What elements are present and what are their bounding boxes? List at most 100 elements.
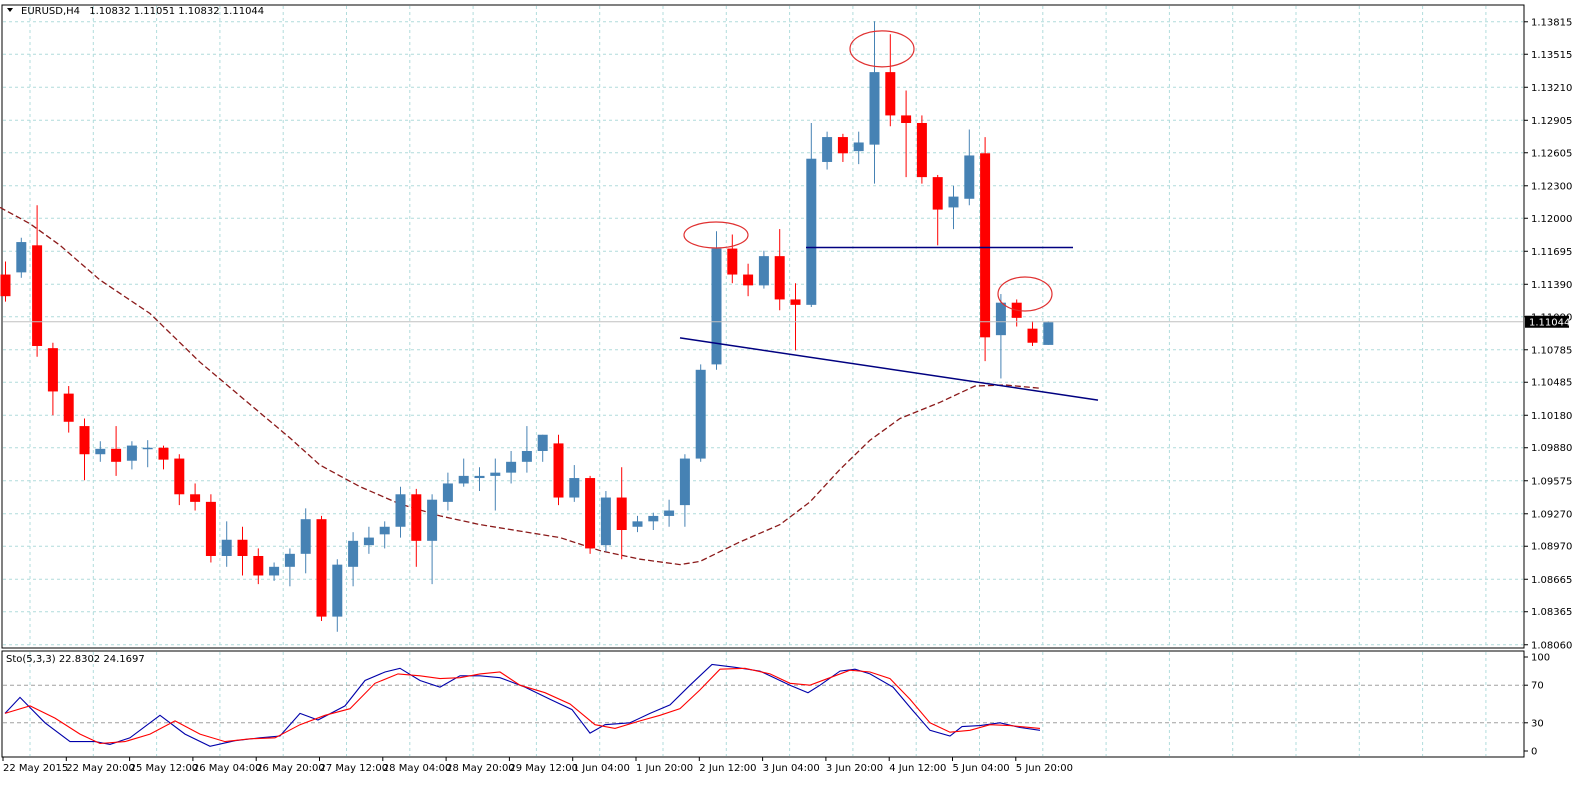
price-tick-label: 1.08970 bbox=[1531, 542, 1572, 553]
candle[interactable] bbox=[63, 386, 74, 433]
candle[interactable] bbox=[774, 229, 785, 311]
highlight-circle[interactable] bbox=[997, 276, 1053, 312]
candle[interactable] bbox=[664, 499, 675, 527]
candle-body bbox=[63, 393, 74, 422]
candle[interactable] bbox=[253, 548, 264, 585]
candle-body bbox=[964, 155, 975, 199]
candle[interactable] bbox=[743, 263, 754, 297]
candle[interactable] bbox=[474, 467, 485, 492]
candle[interactable] bbox=[679, 454, 690, 527]
dropdown-triangle-icon[interactable] bbox=[7, 8, 13, 12]
candle[interactable] bbox=[616, 467, 627, 560]
candle-body bbox=[1043, 322, 1054, 345]
candle-body bbox=[442, 483, 453, 502]
price-tick-label: 1.10180 bbox=[1531, 411, 1572, 422]
candle-body bbox=[221, 539, 232, 556]
candle[interactable] bbox=[995, 294, 1006, 379]
candle[interactable] bbox=[632, 515, 643, 533]
price-tick-label: 1.13815 bbox=[1531, 17, 1572, 28]
candle-body bbox=[458, 475, 469, 484]
candle[interactable] bbox=[47, 342, 58, 416]
candle[interactable] bbox=[190, 483, 201, 511]
candle[interactable] bbox=[316, 515, 327, 621]
candle[interactable] bbox=[442, 472, 453, 511]
candle[interactable] bbox=[964, 129, 975, 206]
candle[interactable] bbox=[980, 137, 991, 362]
candle[interactable] bbox=[269, 562, 280, 581]
candle[interactable] bbox=[585, 475, 596, 554]
candle[interactable] bbox=[837, 133, 848, 162]
candle[interactable] bbox=[822, 131, 833, 170]
stochastic-signal-line bbox=[4, 667, 1041, 745]
candle[interactable] bbox=[126, 441, 137, 470]
candle[interactable] bbox=[537, 434, 548, 462]
candle[interactable] bbox=[111, 426, 122, 476]
candle[interactable] bbox=[569, 465, 580, 502]
candle-body bbox=[142, 447, 153, 450]
candle[interactable] bbox=[727, 234, 738, 284]
candle[interactable] bbox=[16, 237, 27, 278]
stochastic-panel-frame bbox=[1, 650, 1525, 758]
candle-body bbox=[743, 274, 754, 286]
stochastic-panel[interactable] bbox=[1, 650, 1525, 758]
candle[interactable] bbox=[695, 364, 706, 462]
candle[interactable] bbox=[32, 205, 43, 357]
candle[interactable] bbox=[521, 426, 532, 473]
candle-body bbox=[490, 472, 501, 476]
candle[interactable] bbox=[427, 494, 438, 585]
candle[interactable] bbox=[411, 488, 422, 567]
candle[interactable] bbox=[174, 454, 185, 506]
candle[interactable] bbox=[506, 450, 517, 484]
candle[interactable] bbox=[790, 283, 801, 351]
candle[interactable] bbox=[95, 441, 106, 462]
candle-body bbox=[47, 348, 58, 392]
candle[interactable] bbox=[869, 21, 880, 184]
price-tick-label: 1.08365 bbox=[1531, 607, 1572, 618]
candle[interactable] bbox=[332, 559, 343, 632]
candle[interactable] bbox=[458, 458, 469, 487]
highlight-circle[interactable] bbox=[849, 30, 915, 68]
candle[interactable] bbox=[142, 440, 153, 468]
candle[interactable] bbox=[711, 231, 722, 370]
candle[interactable] bbox=[853, 131, 864, 165]
candle[interactable] bbox=[901, 90, 912, 178]
candle[interactable] bbox=[885, 34, 896, 127]
candle[interactable] bbox=[490, 458, 501, 511]
candle[interactable] bbox=[237, 526, 248, 576]
candle-body bbox=[205, 501, 216, 556]
time-tick-label: 26 May 20:00 bbox=[256, 763, 325, 774]
time-tick-label: 5 Jun 04:00 bbox=[953, 763, 1010, 774]
trend-line[interactable] bbox=[679, 337, 1099, 401]
candle[interactable] bbox=[916, 115, 927, 184]
candle[interactable] bbox=[205, 494, 216, 563]
candle-body bbox=[679, 458, 690, 506]
candle[interactable] bbox=[284, 548, 295, 587]
candle[interactable] bbox=[1043, 321, 1054, 345]
candle[interactable] bbox=[758, 250, 769, 289]
candle[interactable] bbox=[806, 122, 817, 308]
candle-body bbox=[506, 461, 517, 473]
candle[interactable] bbox=[379, 521, 390, 549]
candle[interactable] bbox=[221, 521, 232, 567]
time-tick-label: 4 Jun 12:00 bbox=[889, 763, 946, 774]
time-tick-label: 28 May 20:00 bbox=[446, 763, 515, 774]
candle[interactable] bbox=[348, 532, 359, 587]
candle-body bbox=[995, 302, 1006, 336]
candle[interactable] bbox=[553, 434, 564, 506]
price-tick-label: 1.08665 bbox=[1531, 575, 1572, 586]
candle[interactable] bbox=[0, 261, 11, 302]
price-panel[interactable] bbox=[0, 4, 1525, 649]
candle[interactable] bbox=[948, 185, 959, 230]
candle[interactable] bbox=[600, 491, 611, 552]
candle[interactable] bbox=[648, 512, 659, 531]
candle[interactable] bbox=[158, 445, 169, 470]
candle[interactable] bbox=[932, 174, 943, 246]
candle[interactable] bbox=[363, 526, 374, 554]
candle[interactable] bbox=[79, 418, 90, 481]
candle[interactable] bbox=[300, 508, 311, 574]
highlight-circle[interactable] bbox=[683, 221, 749, 249]
candle[interactable] bbox=[1027, 321, 1038, 346]
candle[interactable] bbox=[395, 486, 406, 538]
candle-body bbox=[521, 450, 532, 462]
